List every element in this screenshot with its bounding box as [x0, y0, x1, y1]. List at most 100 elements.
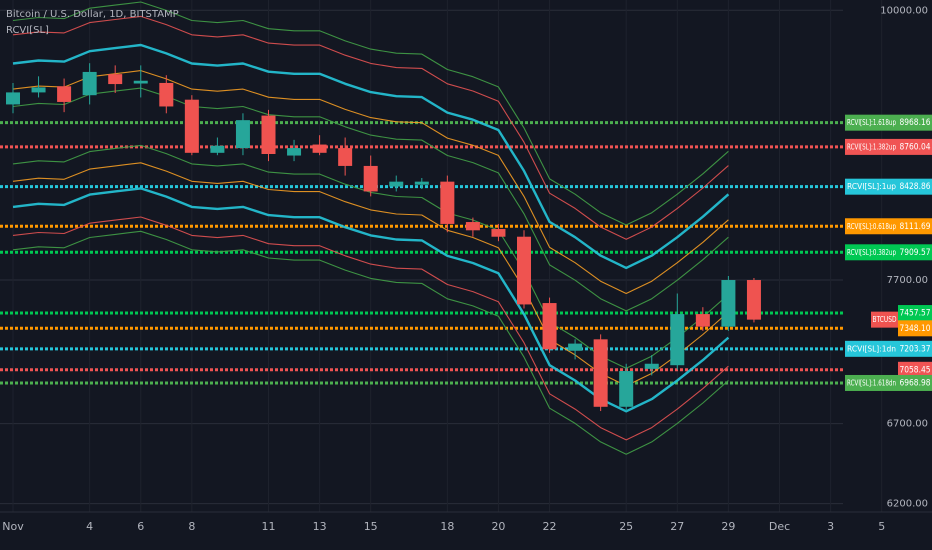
level-name-bg [845, 340, 898, 357]
level-value: 7203.37 [900, 344, 931, 354]
band-line [12, 43, 730, 270]
level-value-bg [898, 114, 932, 131]
candle-body [542, 303, 557, 350]
y-tick-label: 6700.00 [887, 419, 928, 430]
candle-body [465, 222, 480, 231]
level-name-bg [845, 244, 898, 261]
candle-body [312, 144, 327, 153]
level-name: RCVI[SL]:1.382up [847, 142, 896, 151]
x-tick-label: 22 [543, 520, 557, 533]
level-value-bg [898, 138, 932, 155]
grid [0, 0, 883, 512]
x-tick-label: Dec [769, 520, 790, 533]
level-value: 7909.57 [900, 248, 931, 258]
band-line [12, 70, 729, 295]
candle-body [184, 99, 199, 153]
chart-title: Bitcoin / U.S. Dollar, 1D, BITSTAMP [6, 9, 179, 20]
candle-body [31, 87, 46, 93]
level-name: RCVI[SL]:1up [847, 182, 896, 191]
candle-body [389, 181, 404, 187]
level-value-bg [898, 374, 932, 391]
candle-body [261, 115, 276, 154]
candle-body [644, 363, 659, 369]
band-line [12, 1, 729, 226]
x-tick-label: 13 [313, 520, 327, 533]
candle-body [363, 165, 378, 192]
x-tick-label: 11 [262, 520, 276, 533]
level-name: RCVI[SL]:1.618up [847, 118, 896, 127]
candle-body [159, 82, 174, 107]
y-tick-label: 6200.00 [887, 499, 928, 510]
band-line [12, 87, 729, 312]
x-tick-label: 5 [878, 520, 885, 533]
level-value: 8111.69 [900, 222, 931, 232]
x-tick-label: 25 [619, 520, 633, 533]
x-tick-label: 4 [86, 520, 93, 533]
level-value: 8428.86 [900, 182, 931, 192]
x-tick-label: 8 [188, 520, 195, 533]
level-value: 8968.16 [900, 118, 931, 128]
candles [6, 63, 761, 412]
band-line [12, 187, 730, 413]
band-line [12, 162, 729, 387]
band-line [12, 216, 729, 441]
level-value: 6968.98 [900, 378, 931, 388]
level-name-bg [845, 374, 898, 391]
level-name-bg [845, 178, 898, 195]
candle-body [568, 343, 583, 351]
candle-body [287, 148, 302, 156]
candle-body [57, 86, 72, 102]
level-value-bg [898, 361, 932, 378]
candle-body [721, 280, 736, 327]
level-value-bg [898, 244, 932, 261]
price-tag-bg [871, 311, 898, 328]
band-line [12, 230, 729, 455]
level-value-bg [898, 340, 932, 357]
y-tick-label: 10000.00 [880, 5, 928, 16]
level-value-bg [898, 178, 932, 195]
level-name: RCVI[SL]:0.618up [847, 222, 896, 231]
candle-body [593, 339, 608, 407]
x-tick-label: 27 [670, 520, 684, 533]
candle-body [133, 80, 148, 84]
candle-body [517, 236, 531, 305]
axis: 10000.00 7700.00 6700.00 6200.00 Nov 4 6 8 11 13 1… [2, 5, 928, 533]
level-name: RCVI[SL]:0.382up [847, 248, 896, 257]
candle-body [235, 120, 250, 149]
level-name: RCVI[SL]:1dn [847, 344, 896, 353]
candle-body [82, 71, 97, 96]
level-value: 7457.57 [900, 309, 931, 319]
x-tick-label: 3 [827, 520, 834, 533]
candle-body [670, 314, 685, 366]
x-tick-label: 20 [491, 520, 505, 533]
level-name-bg [845, 138, 898, 155]
level-value-bg [898, 320, 932, 337]
candle-body [6, 92, 20, 105]
level-value-bg [898, 218, 932, 235]
x-tick-label: Nov [2, 520, 24, 533]
candle-body [440, 181, 455, 224]
band-line [12, 15, 729, 240]
candle-body [210, 145, 225, 153]
candle-body [414, 181, 429, 185]
x-tick-label: 29 [721, 520, 735, 533]
level-value: 8760.04 [900, 142, 931, 152]
candle-body [108, 74, 123, 85]
x-tick-label: 6 [137, 520, 144, 533]
x-tick-label: 15 [364, 520, 378, 533]
x-tick-label: 18 [440, 520, 454, 533]
candle-body [746, 280, 761, 320]
candle-body [695, 314, 710, 327]
level-value-bg [898, 305, 932, 322]
level-labels: RCVI[SL]:1.618up 8968.16 RCVI[SL]:1.382up 8… [845, 114, 932, 391]
candle-body [619, 371, 634, 407]
y-tick-label: 7700.00 [887, 275, 928, 286]
candle-body [338, 148, 353, 166]
candle-body [491, 229, 506, 237]
price-tag: BTCUSD [873, 315, 897, 324]
level-value: 7348.10 [900, 324, 931, 334]
level-name: RCVI[SL]:1.618dn [847, 378, 896, 387]
level-value: 7058.45 [900, 365, 931, 375]
